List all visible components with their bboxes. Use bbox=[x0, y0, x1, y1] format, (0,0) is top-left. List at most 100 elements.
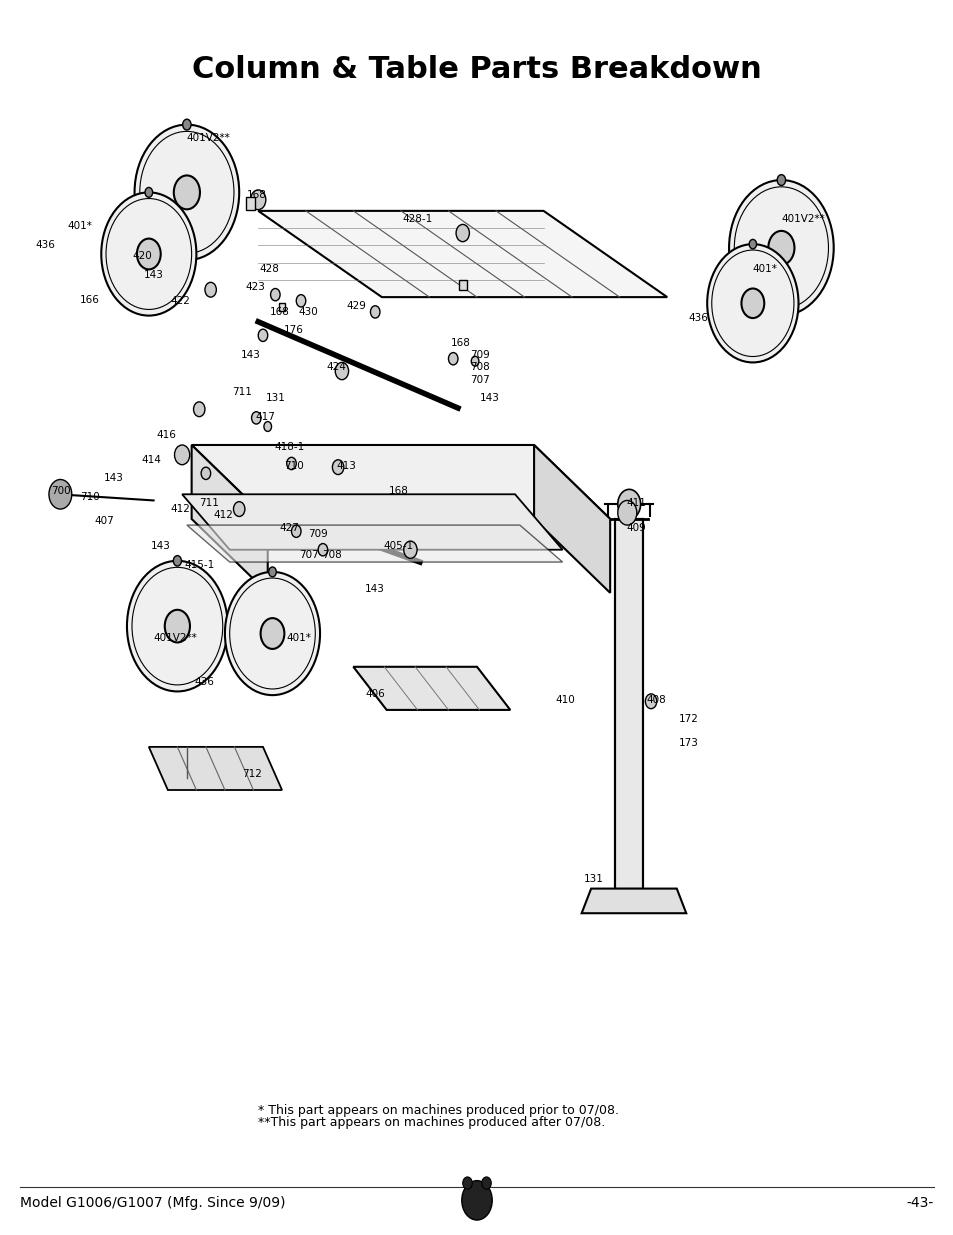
Polygon shape bbox=[192, 445, 268, 593]
Circle shape bbox=[225, 572, 319, 695]
Text: 708: 708 bbox=[470, 362, 489, 373]
Circle shape bbox=[264, 421, 272, 431]
Circle shape bbox=[461, 1181, 492, 1220]
Circle shape bbox=[251, 190, 266, 210]
Text: 416: 416 bbox=[156, 430, 175, 440]
Text: -43-: -43- bbox=[905, 1195, 933, 1210]
Circle shape bbox=[137, 238, 160, 269]
Circle shape bbox=[165, 610, 190, 642]
Circle shape bbox=[370, 306, 379, 319]
Polygon shape bbox=[182, 494, 562, 550]
Text: **This part appears on machines produced after 07/08.: **This part appears on machines produced… bbox=[258, 1116, 605, 1129]
Text: 412: 412 bbox=[213, 510, 233, 520]
Text: 143: 143 bbox=[365, 584, 385, 594]
Circle shape bbox=[481, 1177, 491, 1189]
Text: 436: 436 bbox=[193, 677, 213, 687]
Bar bbox=[458, 280, 466, 290]
Text: 707: 707 bbox=[470, 374, 489, 384]
Circle shape bbox=[292, 525, 301, 537]
Circle shape bbox=[448, 352, 457, 364]
Text: 143: 143 bbox=[152, 541, 171, 551]
Text: 176: 176 bbox=[283, 325, 303, 336]
Bar bbox=[246, 198, 255, 210]
Circle shape bbox=[462, 1177, 472, 1189]
Circle shape bbox=[134, 125, 239, 261]
Circle shape bbox=[740, 289, 763, 319]
Text: 428-1: 428-1 bbox=[401, 215, 432, 225]
Text: 143: 143 bbox=[104, 473, 124, 483]
Text: 143: 143 bbox=[144, 270, 163, 280]
Text: 401V2**: 401V2** bbox=[153, 634, 197, 643]
Circle shape bbox=[332, 459, 343, 474]
Text: 173: 173 bbox=[679, 739, 699, 748]
Text: 166: 166 bbox=[80, 295, 100, 305]
Text: 420: 420 bbox=[132, 252, 152, 262]
Circle shape bbox=[618, 489, 639, 519]
Circle shape bbox=[201, 467, 211, 479]
Text: 405-1: 405-1 bbox=[383, 541, 414, 551]
Text: 428: 428 bbox=[259, 264, 279, 274]
Circle shape bbox=[174, 445, 190, 464]
Polygon shape bbox=[149, 747, 282, 790]
Circle shape bbox=[145, 188, 152, 198]
Text: Column & Table Parts Breakdown: Column & Table Parts Breakdown bbox=[192, 54, 761, 84]
Text: 711: 711 bbox=[198, 498, 218, 508]
Text: 172: 172 bbox=[679, 714, 699, 724]
Text: 401*: 401* bbox=[67, 221, 91, 231]
Circle shape bbox=[335, 362, 348, 379]
Circle shape bbox=[748, 240, 756, 249]
Circle shape bbox=[233, 501, 245, 516]
Text: 436: 436 bbox=[688, 312, 708, 324]
Polygon shape bbox=[192, 445, 610, 519]
Circle shape bbox=[205, 283, 216, 298]
Circle shape bbox=[767, 231, 794, 264]
Text: 409: 409 bbox=[626, 522, 646, 532]
Circle shape bbox=[252, 411, 261, 424]
Text: 709: 709 bbox=[308, 529, 328, 538]
Text: 408: 408 bbox=[645, 695, 665, 705]
Circle shape bbox=[173, 556, 181, 566]
Text: 427: 427 bbox=[279, 522, 299, 532]
Text: 429: 429 bbox=[346, 301, 366, 311]
Circle shape bbox=[260, 618, 284, 648]
Circle shape bbox=[728, 180, 833, 316]
Text: 131: 131 bbox=[265, 393, 285, 403]
Circle shape bbox=[258, 330, 268, 342]
Text: 411: 411 bbox=[626, 498, 646, 508]
Text: 708: 708 bbox=[322, 550, 342, 559]
Text: 707: 707 bbox=[298, 550, 318, 559]
Text: Model G1006/G1007 (Mfg. Since 9/09): Model G1006/G1007 (Mfg. Since 9/09) bbox=[20, 1195, 286, 1210]
Text: 168: 168 bbox=[270, 308, 290, 317]
Circle shape bbox=[101, 193, 196, 316]
Text: 413: 413 bbox=[336, 461, 356, 471]
Text: 418-1: 418-1 bbox=[274, 442, 304, 452]
Text: 131: 131 bbox=[583, 873, 603, 884]
Polygon shape bbox=[258, 211, 666, 298]
Text: 417: 417 bbox=[255, 411, 275, 421]
Circle shape bbox=[618, 500, 637, 525]
Text: 710: 710 bbox=[80, 492, 100, 501]
Circle shape bbox=[287, 457, 296, 469]
Circle shape bbox=[269, 567, 276, 577]
Text: 168: 168 bbox=[451, 337, 470, 348]
Circle shape bbox=[456, 225, 469, 242]
Circle shape bbox=[403, 541, 416, 558]
Circle shape bbox=[49, 479, 71, 509]
Circle shape bbox=[777, 174, 784, 185]
Text: * This part appears on machines produced prior to 07/08.: * This part appears on machines produced… bbox=[258, 1104, 618, 1116]
Text: 700: 700 bbox=[51, 485, 71, 495]
Text: 423: 423 bbox=[245, 283, 265, 293]
Text: 415-1: 415-1 bbox=[184, 559, 214, 569]
Text: 401V2**: 401V2** bbox=[781, 215, 824, 225]
Text: 709: 709 bbox=[470, 350, 489, 361]
Text: 401*: 401* bbox=[287, 634, 312, 643]
Polygon shape bbox=[581, 889, 685, 913]
Circle shape bbox=[193, 401, 205, 416]
Text: 401*: 401* bbox=[752, 264, 777, 274]
Text: 711: 711 bbox=[232, 387, 252, 396]
Text: 401V2**: 401V2** bbox=[187, 133, 231, 143]
Circle shape bbox=[706, 245, 798, 362]
Text: 143: 143 bbox=[240, 350, 260, 361]
Text: 412: 412 bbox=[170, 504, 190, 514]
Circle shape bbox=[127, 561, 228, 692]
